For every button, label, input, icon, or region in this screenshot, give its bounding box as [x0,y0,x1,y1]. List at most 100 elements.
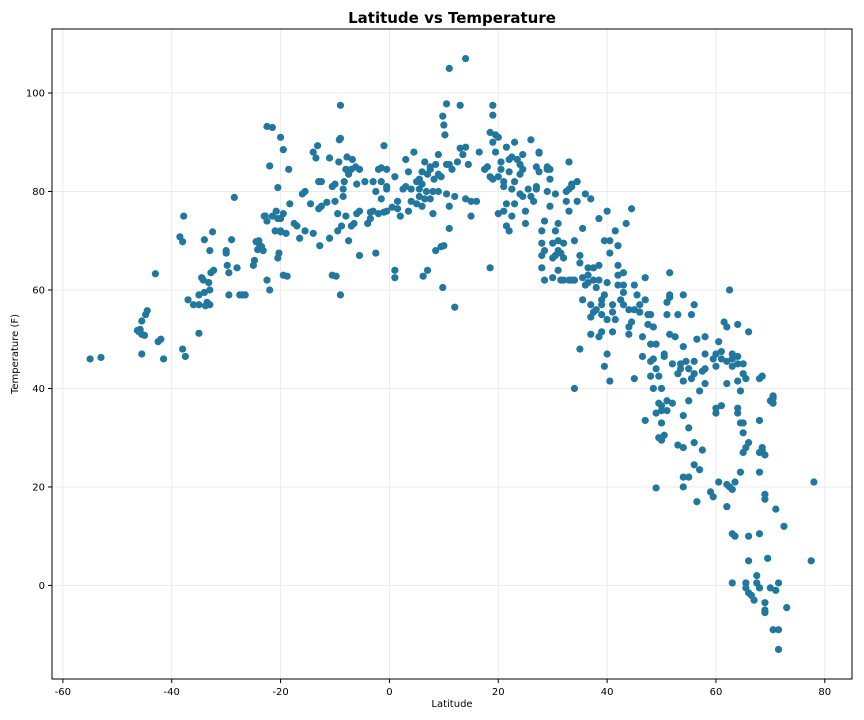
data-point [206,286,214,294]
data-point [696,466,704,474]
data-point [421,158,429,166]
data-point [500,178,508,186]
data-point [668,399,677,407]
data-point [698,446,706,454]
data-point [456,101,464,109]
data-point [666,269,674,277]
data-point [736,468,745,476]
data-point [600,362,608,370]
data-point [415,192,423,201]
data-point [339,192,347,201]
data-point [641,416,649,425]
data-point [372,249,380,257]
data-point [679,377,687,385]
data-point [600,291,608,299]
data-point [622,219,630,228]
data-point [685,424,693,432]
data-point [313,142,322,150]
data-point [554,219,562,228]
data-point [638,333,647,341]
data-point [391,173,399,181]
data-point [486,264,494,272]
data-point [391,274,399,282]
data-point [467,212,475,220]
data-point [679,443,687,452]
data-point [510,200,519,208]
data-point [649,384,657,393]
data-point [434,150,442,159]
data-point [592,283,600,292]
data-point [489,175,497,183]
data-point [619,281,628,289]
data-point [275,249,283,257]
data-point [641,296,649,304]
data-point [685,397,693,405]
data-point [595,276,603,284]
data-point [230,193,238,202]
data-point [296,234,304,242]
data-point [755,468,764,476]
data-point [286,200,294,208]
x-tick-label: 60 [710,687,723,698]
data-point [396,212,404,220]
data-point [437,173,445,181]
data-point [342,212,350,220]
data-point [761,451,769,459]
data-point [339,185,347,193]
data-point [723,379,731,388]
data-point [666,330,674,338]
data-point [325,234,334,242]
data-point [502,143,511,151]
data-point [442,100,451,108]
data-point [241,291,249,299]
data-point [614,281,622,289]
data-point [524,185,532,193]
data-point [323,198,331,206]
data-point [276,227,285,235]
data-point [317,178,325,186]
data-point [725,286,734,294]
y-tick-label: 0 [39,581,45,592]
data-point [369,178,377,186]
data-point [502,200,511,208]
data-point [693,335,701,343]
data-point [448,165,456,173]
data-point [505,168,513,176]
data-point [377,164,385,172]
y-tick-label: 20 [32,482,45,493]
data-point [205,278,213,287]
data-point [679,483,687,491]
data-point [421,195,429,203]
data-point [309,229,317,237]
data-point [579,296,587,304]
data-point [769,626,777,634]
data-point [489,101,497,109]
x-tick-label: -40 [164,687,180,698]
data-point [660,431,668,439]
data-point [383,165,391,173]
data-point [208,228,217,236]
data-point [372,187,380,196]
data-point [388,203,396,211]
data-point [652,340,660,348]
data-point [744,532,753,540]
data-point [636,308,644,316]
data-point [701,350,709,358]
data-point [508,185,516,193]
data-point [657,407,666,415]
data-point [344,237,353,245]
x-tick-label: 20 [492,687,505,698]
data-point [755,416,764,425]
plot-frame [51,28,853,680]
data-point [690,461,698,469]
data-point [432,160,440,169]
data-point [690,370,698,378]
data-point [627,318,636,326]
data-point [614,271,622,279]
data-point [584,271,592,279]
data-point [546,202,554,210]
data-point [565,207,573,215]
data-point [272,207,280,215]
data-point [546,165,554,173]
data-point [459,150,467,159]
